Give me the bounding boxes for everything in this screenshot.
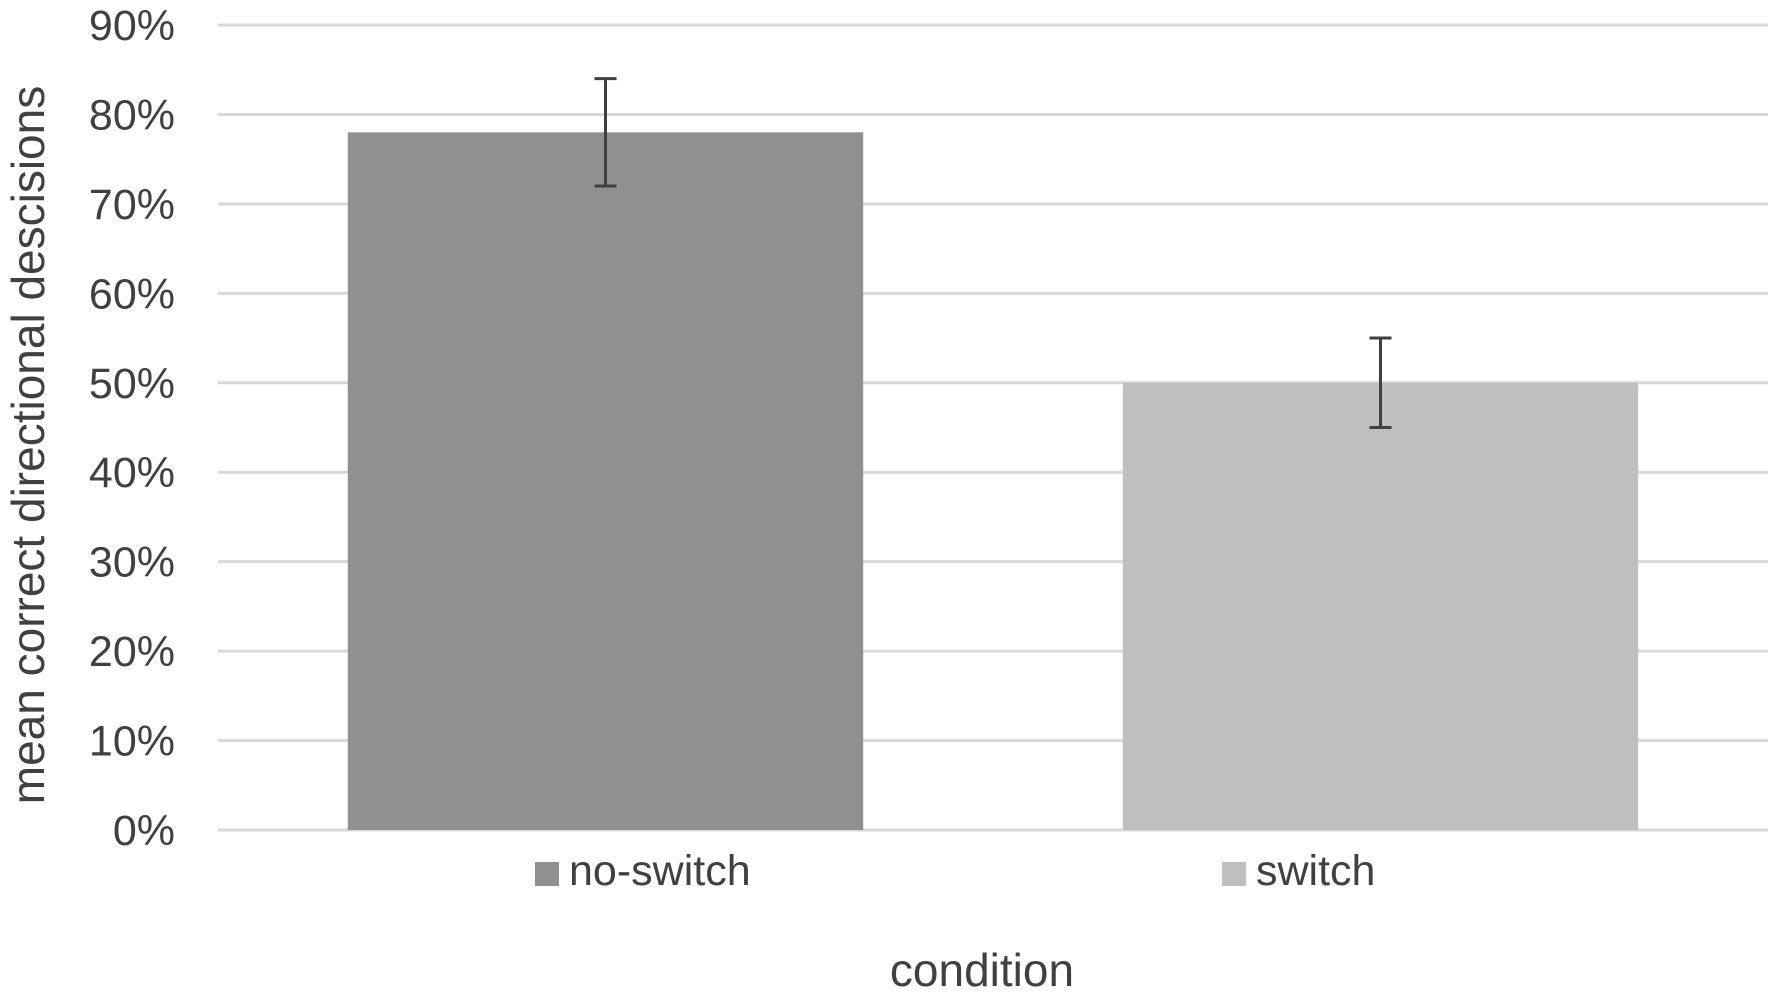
y-tick-label: 30%: [89, 539, 175, 587]
y-tick-label: 50%: [89, 360, 175, 408]
error-bar-switch: [1369, 336, 1392, 429]
y-tick-label: 60%: [89, 270, 175, 318]
bar-no-switch: [347, 132, 864, 831]
error-bars: [594, 77, 1392, 429]
y-tick-label: 90%: [89, 2, 175, 50]
x-axis-title: condition: [890, 944, 1074, 996]
y-tick-label: 10%: [89, 718, 175, 766]
legend-item-switch: switch: [1222, 847, 1375, 895]
legend-swatch: [535, 862, 559, 886]
legend: no-switch switch: [535, 847, 1375, 895]
y-tick-label: 0%: [113, 807, 175, 855]
y-tick-label: 40%: [89, 449, 175, 497]
y-axis-ticks: 0% 10% 20% 30% 40% 50% 60% 70% 80% 90%: [89, 2, 175, 855]
error-bar-no-switch: [594, 77, 617, 188]
legend-swatch: [1222, 862, 1246, 886]
legend-label: no-switch: [569, 847, 751, 895]
bar-switch: [1122, 382, 1639, 830]
legend-label: switch: [1256, 847, 1375, 895]
legend-item-no-switch: no-switch: [535, 847, 751, 895]
y-tick-label: 70%: [89, 181, 175, 229]
y-axis-title: mean correct directional descisions: [2, 86, 54, 804]
bars: [347, 132, 1639, 831]
y-tick-label: 20%: [89, 628, 175, 676]
y-tick-label: 80%: [89, 91, 175, 139]
